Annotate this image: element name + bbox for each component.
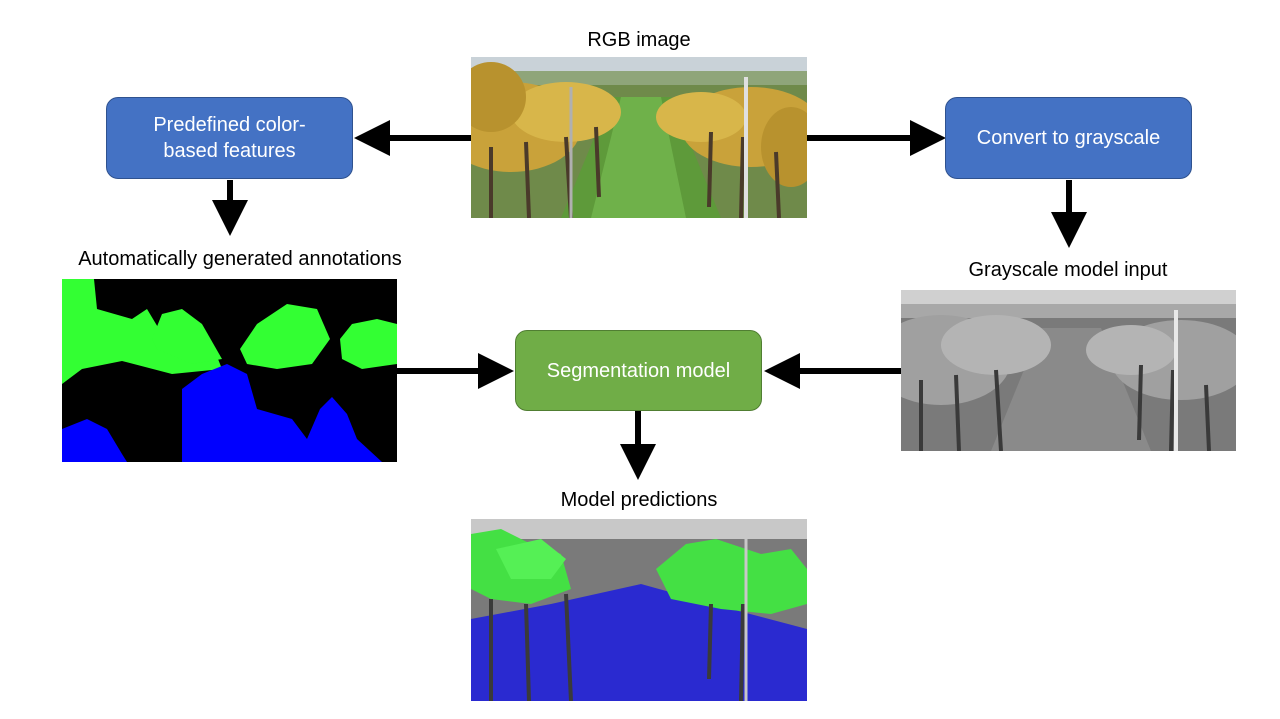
- color-features-text: Predefined color-based features: [153, 114, 306, 162]
- grayscale-input-label: Grayscale model input: [968, 259, 1168, 281]
- model-predictions-label: Model predictions: [560, 489, 718, 511]
- model-predictions-image: [471, 519, 807, 701]
- auto-annotations-label: Automatically generated annotations: [78, 248, 402, 270]
- annotation-mask-image: [62, 279, 397, 462]
- color-features-box: Predefined color-based features: [106, 97, 353, 179]
- grayscale-text: Convert to grayscale: [976, 127, 1161, 149]
- segmentation-model-box: Segmentation model: [515, 330, 762, 411]
- rgb-image-label: RGB image: [587, 29, 691, 51]
- grayscale-input-image: [901, 290, 1236, 451]
- grayscale-box: Convert to grayscale: [945, 97, 1192, 179]
- segmentation-model-text: Segmentation model: [546, 359, 731, 382]
- rgb-vineyard-image: [471, 57, 807, 218]
